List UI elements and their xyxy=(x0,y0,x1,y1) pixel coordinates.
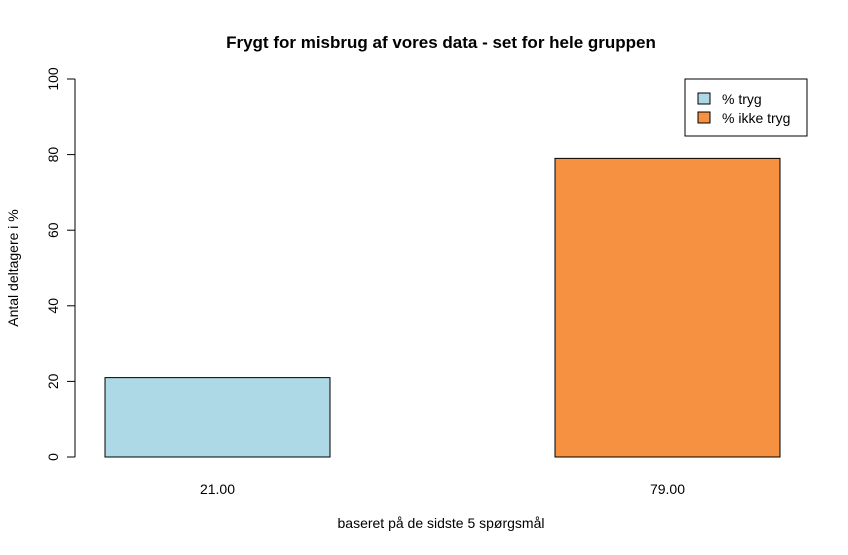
x-tick-label-1: 79.00 xyxy=(650,481,685,497)
bar-tryg xyxy=(104,377,331,458)
legend-label-tryg: % tryg xyxy=(722,91,762,107)
legend-swatch-ikke-tryg xyxy=(697,111,711,124)
x-axis-label: baseret på de sidste 5 spørgsmål xyxy=(338,515,545,531)
y-tick-label-60: 60 xyxy=(45,222,61,238)
y-tick-label-0: 0 xyxy=(45,453,61,461)
y-tick-label-80: 80 xyxy=(45,147,61,163)
legend-box xyxy=(684,78,808,137)
y-axis: 0 20 40 60 80 100 xyxy=(45,67,76,461)
x-tick-labels: 21.00 79.00 xyxy=(200,481,685,497)
y-tick-label-40: 40 xyxy=(45,298,61,314)
y-tick-label-20: 20 xyxy=(45,373,61,389)
bar-ikke-tryg xyxy=(554,157,781,458)
y-tick-label-100: 100 xyxy=(45,67,61,91)
legend-swatch-tryg xyxy=(697,92,711,105)
y-axis-label: Antal deltagere i % xyxy=(5,209,21,327)
bars xyxy=(104,157,781,458)
legend: % tryg % ikke tryg xyxy=(684,78,808,137)
x-tick-label-0: 21.00 xyxy=(200,481,235,497)
legend-label-ikke-tryg: % ikke tryg xyxy=(722,110,790,126)
chart-title: Frygt for misbrug af vores data - set fo… xyxy=(226,33,656,52)
